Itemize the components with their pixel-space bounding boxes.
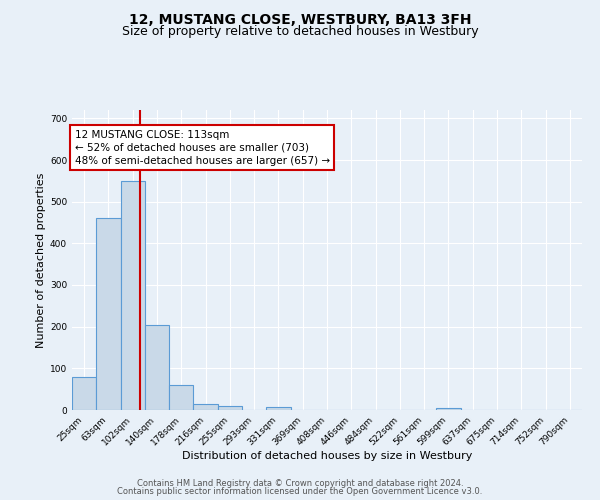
Bar [266, 406, 290, 410]
Bar [169, 385, 193, 410]
Bar [436, 408, 461, 410]
Bar [72, 376, 96, 410]
Text: Contains HM Land Registry data © Crown copyright and database right 2024.: Contains HM Land Registry data © Crown c… [137, 478, 463, 488]
Bar [121, 181, 145, 410]
Bar [193, 404, 218, 410]
Bar [145, 324, 169, 410]
Text: Contains public sector information licensed under the Open Government Licence v3: Contains public sector information licen… [118, 487, 482, 496]
Text: 12 MUSTANG CLOSE: 113sqm
← 52% of detached houses are smaller (703)
48% of semi-: 12 MUSTANG CLOSE: 113sqm ← 52% of detach… [74, 130, 329, 166]
Text: Size of property relative to detached houses in Westbury: Size of property relative to detached ho… [122, 25, 478, 38]
X-axis label: Distribution of detached houses by size in Westbury: Distribution of detached houses by size … [182, 451, 472, 461]
Bar [218, 406, 242, 410]
Bar [96, 218, 121, 410]
Y-axis label: Number of detached properties: Number of detached properties [36, 172, 46, 348]
Text: 12, MUSTANG CLOSE, WESTBURY, BA13 3FH: 12, MUSTANG CLOSE, WESTBURY, BA13 3FH [129, 12, 471, 26]
